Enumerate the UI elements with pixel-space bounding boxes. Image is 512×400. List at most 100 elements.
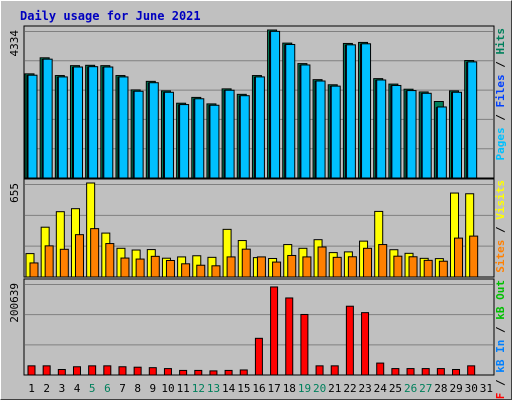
x-tick-label: 22 <box>343 382 356 395</box>
legend-separator: / <box>494 108 507 128</box>
sites-bar <box>378 244 388 278</box>
pages-bar <box>285 43 296 179</box>
kb-f-bar <box>270 286 279 376</box>
sites-bar <box>408 256 418 278</box>
x-tick-label: 28 <box>434 382 447 395</box>
kb-f-bar <box>163 368 172 376</box>
x-tick-label: 21 <box>328 382 341 395</box>
kb-f-bar <box>209 370 218 376</box>
sites-bar <box>241 248 251 278</box>
kb-f-bar <box>57 368 66 376</box>
kb-f-bar <box>391 368 400 376</box>
x-tick-label: 20 <box>313 382 326 395</box>
x-tick-label: 24 <box>374 382 388 395</box>
x-tick-label: 31 <box>480 382 493 395</box>
pages-bar <box>452 91 463 179</box>
middle-panel: 655 <box>8 178 495 278</box>
kb-f-bar <box>254 337 263 376</box>
sites-bar <box>393 255 403 278</box>
kb-f-bar <box>330 365 339 376</box>
x-tick-label: 29 <box>449 382 462 395</box>
pages-bar <box>270 30 281 179</box>
pages-bar <box>57 76 68 179</box>
chart-title: Daily usage for June 2021 <box>20 9 201 23</box>
x-tick-label: 27 <box>419 382 432 395</box>
sites-bar <box>347 256 357 278</box>
kb-f-bar <box>452 368 461 376</box>
kb-f-bar <box>194 369 203 376</box>
kb-f-bar <box>361 312 370 376</box>
x-tick-label: 30 <box>465 382 478 395</box>
x-tick-label: 4 <box>74 382 81 395</box>
legend-separator: / <box>494 220 507 240</box>
pages-bar <box>436 106 447 179</box>
kb-f-bar <box>421 368 430 376</box>
x-tick-label: 19 <box>298 382 311 395</box>
sites-bar <box>150 255 160 278</box>
pages-bar <box>163 91 174 179</box>
top-max-label: 4334 <box>8 30 21 57</box>
pages-bar <box>315 80 326 179</box>
legend-separator: / <box>494 373 507 393</box>
pages-bar <box>254 76 265 179</box>
sites-bar <box>363 247 373 278</box>
pages-bar <box>118 76 129 179</box>
kb-f-bar <box>88 365 97 376</box>
kb-f-bar <box>118 366 127 376</box>
sites-bar <box>226 256 236 278</box>
legend-entry: kB In <box>494 340 507 373</box>
x-tick-label: 8 <box>134 382 141 395</box>
sites-bar <box>105 243 115 278</box>
sites-bar <box>165 259 175 278</box>
kb-f-bar <box>376 362 385 376</box>
sites-bar <box>272 261 282 278</box>
pages-bar <box>361 43 372 179</box>
kb-f-bar <box>285 297 294 376</box>
bottom-panel: 200639 <box>8 278 495 376</box>
pages-bar <box>300 64 311 179</box>
sites-bar <box>287 254 297 278</box>
sites-bar <box>29 262 39 278</box>
kb-f-bar <box>148 367 157 376</box>
pages-bar <box>148 82 159 179</box>
sites-bar <box>181 263 191 278</box>
sites-bar <box>317 246 327 278</box>
x-tick-label: 11 <box>177 382 190 395</box>
sites-bar <box>90 228 100 278</box>
sites-bar <box>120 257 130 278</box>
pages-bar <box>345 44 356 179</box>
sites-bar <box>256 256 266 278</box>
pages-bar <box>194 98 205 179</box>
pages-bar <box>133 90 144 179</box>
legend-separator: / <box>494 55 507 75</box>
kb-f-bar <box>27 365 36 376</box>
pages-bar <box>88 66 99 179</box>
pages-bar <box>330 85 341 179</box>
x-tick-label: 18 <box>283 382 296 395</box>
x-tick-label: 25 <box>389 382 402 395</box>
x-tick-label: 9 <box>150 382 157 395</box>
kb-f-bar <box>345 305 354 376</box>
sites-bar <box>211 265 221 278</box>
x-tick-label: 14 <box>222 382 236 395</box>
kb-f-bar <box>103 365 112 376</box>
x-tick-label: 10 <box>161 382 174 395</box>
sites-bar <box>44 245 54 278</box>
x-tick-label: 23 <box>359 382 372 395</box>
sites-bar <box>469 235 479 278</box>
sites-bar <box>302 256 312 278</box>
pages-bar <box>467 61 478 179</box>
sites-bar <box>74 234 84 278</box>
pages-bar <box>406 90 417 179</box>
x-tick-label: 13 <box>207 382 220 395</box>
legend-entry: Files <box>494 74 507 107</box>
kb-f-bar <box>467 365 476 376</box>
x-tick-label: 12 <box>192 382 205 395</box>
bottom-legend: kB F / kB In / kB Out <box>494 280 507 400</box>
sites-bar <box>59 248 69 278</box>
top-legend: Pages / Files / Hits <box>494 28 507 161</box>
kb-f-bar <box>133 366 142 376</box>
legend-entry: Hits <box>494 28 507 55</box>
kb-f-bar <box>72 366 81 376</box>
